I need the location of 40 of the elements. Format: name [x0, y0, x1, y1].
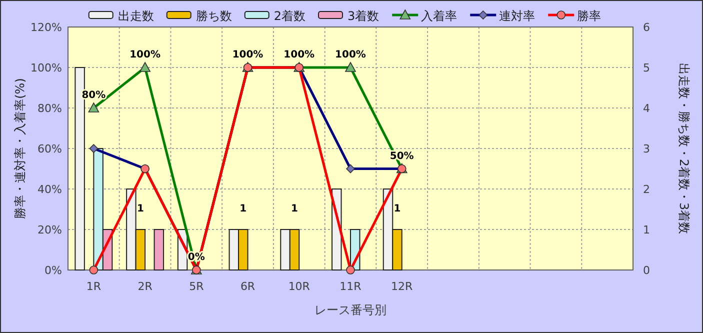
x-tick-label: 10R — [288, 280, 310, 293]
x-axis-title: レース番号別 — [314, 303, 386, 317]
data-label: 100% — [130, 50, 160, 60]
y-axis-title: 勝率・連対率・入着率(%) — [13, 78, 27, 219]
x-tick-label: 6R — [240, 280, 256, 293]
data-label: 1 — [291, 204, 298, 214]
data-label: 1 — [394, 204, 401, 214]
x-tick-label: 1R — [86, 280, 102, 293]
y-tick-label: 20% — [38, 224, 62, 236]
legend-label: 勝ち数 — [196, 9, 232, 23]
y2-tick-label: 1 — [643, 224, 650, 236]
legend-label: 連対率 — [499, 9, 536, 23]
y2-tick-label: 6 — [643, 21, 650, 34]
data-label: 100% — [232, 50, 264, 60]
legend-label: 出走数 — [118, 9, 154, 23]
legend-label: 3着数 — [348, 9, 380, 23]
legend-label: 入着率 — [421, 9, 458, 23]
y2-tick-label: 2 — [643, 183, 650, 196]
data-label: 100% — [335, 50, 366, 60]
legend-label: 2着数 — [274, 9, 306, 23]
legend-label: 勝率 — [577, 9, 602, 23]
x-tick-label: 2R — [138, 280, 153, 293]
x-tick-label: 11R — [340, 280, 362, 293]
y-tick-label: 0% — [44, 264, 62, 277]
y2-tick-label: 5 — [643, 62, 650, 74]
y2-axis-title: 出走数・勝ち数・2着数・3着数 — [677, 62, 691, 234]
y-tick-label: 40% — [38, 183, 62, 196]
y2-tick-label: 4 — [643, 102, 650, 115]
bar — [154, 229, 164, 270]
y-tick-label: 100% — [30, 62, 62, 74]
data-label: 1 — [240, 204, 247, 214]
y-tick-label: 80% — [38, 102, 62, 115]
x-tick-label: 5R — [189, 280, 204, 293]
x-tick-label: 12R — [391, 280, 414, 293]
y-tick-label: 120% — [30, 21, 62, 34]
y2-tick-label: 3 — [643, 142, 650, 156]
data-label: 1 — [136, 204, 144, 214]
y-tick-label: 60% — [38, 142, 62, 156]
y2-tick-label: 0 — [643, 264, 650, 277]
data-label: 100% — [284, 50, 315, 60]
